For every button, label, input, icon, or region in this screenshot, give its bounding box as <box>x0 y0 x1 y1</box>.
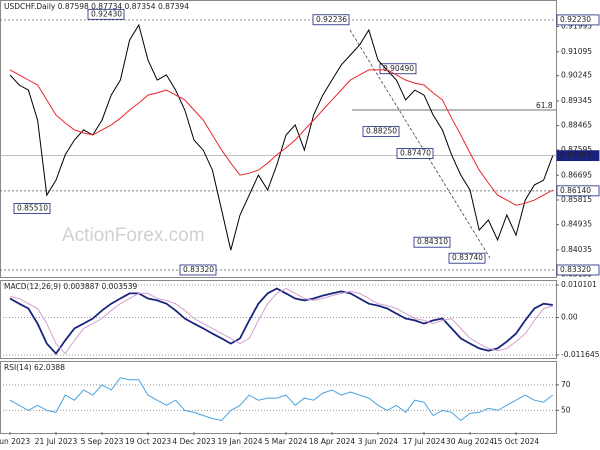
series-line <box>9 23 554 251</box>
level-annotation-box <box>13 203 51 214</box>
x-tick-label: 19 Oct 2023 <box>125 437 172 446</box>
trend-line <box>349 29 491 259</box>
x-tick-label: 5 Mar 2024 <box>265 437 308 446</box>
x-tick-label: 30 Aug 2024 <box>446 437 494 446</box>
rsi-title: RSI(14) 62.0388 <box>4 363 65 372</box>
level-annotation: 0.85510 <box>17 204 48 213</box>
level-annotation-box <box>87 8 125 20</box>
y-tick-label: 0.010101 <box>561 280 597 289</box>
series-line <box>9 287 553 355</box>
y-tick-label: 50 <box>561 405 571 414</box>
y-tick-label: 0.90245 <box>561 71 592 80</box>
level-annotation-box <box>362 126 400 138</box>
level-annotation: 0.92236 <box>316 15 347 24</box>
level-box <box>556 150 600 162</box>
level-annotation-box <box>379 63 417 75</box>
series-line <box>9 377 554 422</box>
watermark: ActionForex.com <box>62 225 205 246</box>
x-tick-label: 21 Jul 2023 <box>35 437 78 446</box>
level-box <box>556 264 600 276</box>
fibo-label: 61.8 <box>536 101 553 110</box>
level-box <box>556 14 600 26</box>
y-tick-label: 0.85815 <box>561 195 592 204</box>
x-tick-label: 5 Sep 2023 <box>81 437 124 446</box>
y-tick-label: 0.87595 <box>561 145 592 154</box>
x-tick-label: 4 Dec 2023 <box>172 437 215 446</box>
x-tick-label: 18 Apr 2024 <box>309 437 356 446</box>
y-tick-label: 0.89345 <box>561 96 592 105</box>
y-tick-label: 0.86695 <box>561 170 592 179</box>
level-box <box>556 185 600 197</box>
level-label: 0.87394 <box>560 151 591 160</box>
level-annotation: 0.84310 <box>417 237 448 246</box>
level-annotation-box <box>413 236 451 248</box>
y-tick-label: 0.84935 <box>561 220 592 229</box>
rsi-panel <box>0 361 557 434</box>
y-tick-label: 0.00 <box>561 313 578 322</box>
level-annotation: 0.87470 <box>400 149 431 158</box>
y-tick-label: -0.011645 <box>561 350 600 359</box>
x-tick-label: 15 Oct 2024 <box>493 437 540 446</box>
level-annotation: 0.88250 <box>366 127 397 136</box>
level-annotation: 0.83740 <box>452 253 483 262</box>
y-tick-label: 0.91095 <box>561 47 592 56</box>
y-tick-label: 0.84035 <box>561 245 592 254</box>
level-label: 0.92230 <box>560 15 591 24</box>
level-label: 0.86140 <box>560 186 591 195</box>
level-annotation: 0.83320 <box>183 265 214 274</box>
series-line <box>9 69 554 206</box>
y-tick-label: 0.88465 <box>561 121 592 130</box>
x-tick-label: 19 Jan 2024 <box>218 437 263 446</box>
x-tick-label: 17 Jul 2024 <box>403 437 446 446</box>
y-tick-label: 70 <box>561 380 571 389</box>
level-annotation: 0.92430 <box>91 9 122 18</box>
level-annotation: 0.90490 <box>383 64 414 73</box>
y-tick-label: 0.91995 <box>561 22 592 31</box>
x-tick-label: 7 Jun 2023 <box>0 437 30 446</box>
level-label: 0.83320 <box>560 265 591 274</box>
level-annotation-box <box>179 264 217 276</box>
level-annotation-box <box>396 148 434 159</box>
macd-title: MACD(12,26,9) 0.003887 0.003539 <box>4 282 138 291</box>
level-annotation-box <box>448 252 486 264</box>
price-panel <box>0 0 557 278</box>
macd-panel <box>0 280 557 359</box>
x-tick-label: 3 Jun 2024 <box>358 437 399 446</box>
price-title: USDCHF.Daily 0.87598 0.87734 0.87354 0.8… <box>4 2 189 11</box>
level-annotation-box <box>312 14 350 26</box>
